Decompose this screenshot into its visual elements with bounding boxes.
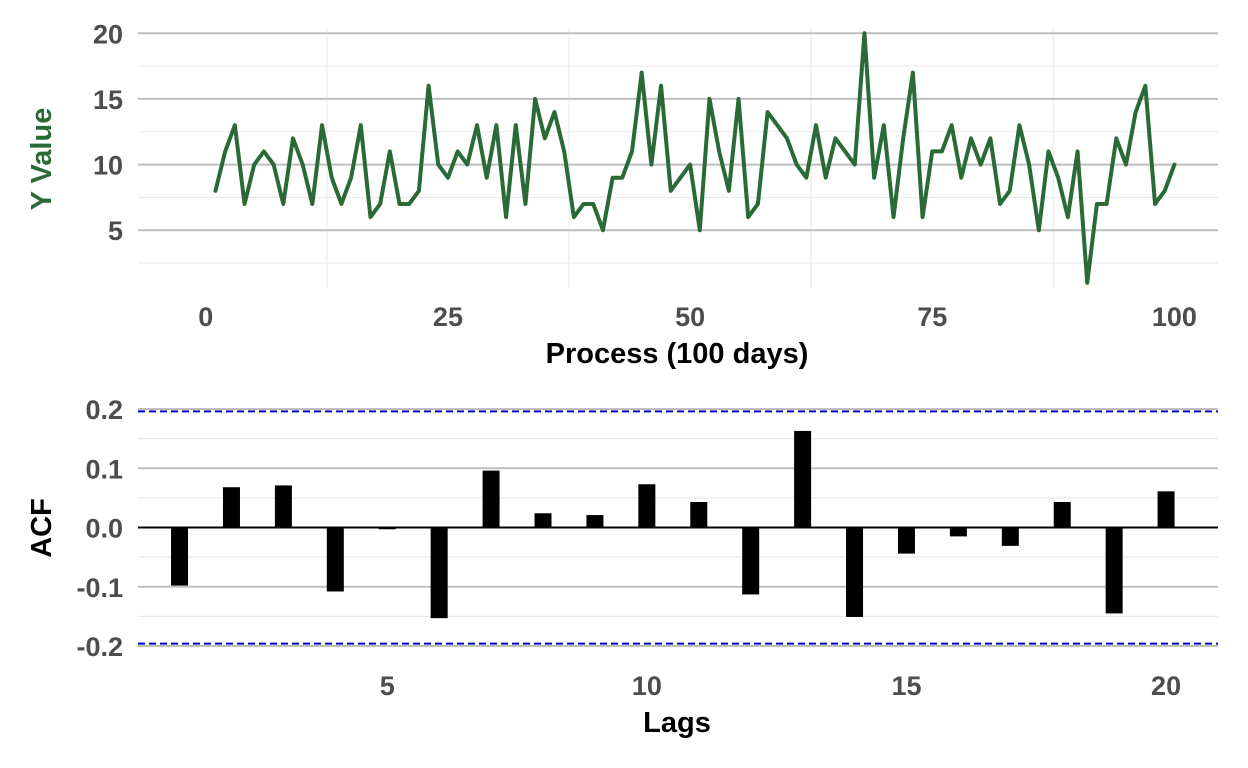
acf-grid (138, 408, 1218, 647)
x-tick-label: 5 (380, 671, 395, 701)
acf-bar (534, 513, 552, 528)
x-tick-label: 75 (917, 302, 947, 332)
time-series-y-axis-title: Y Value (26, 108, 58, 211)
acf-bar (1053, 502, 1071, 528)
x-tick-label: 10 (632, 671, 662, 701)
time-series-line (213, 31, 1177, 285)
y-tick-label: 0.1 (85, 454, 123, 484)
acf-bar (897, 527, 915, 554)
acf-y-axis-title: ACF (26, 498, 58, 558)
x-tick-label: 25 (433, 302, 463, 332)
time-series-y-ticks: 5 10 15 20 (93, 19, 123, 246)
acf-bar (794, 430, 812, 528)
time-series-x-axis-title: Process (100 days) (546, 338, 809, 370)
y-tick-label: 0.2 (85, 395, 123, 425)
y-tick-label: 20 (93, 19, 123, 49)
acf-bar (1157, 491, 1175, 528)
acf-bar (638, 484, 656, 528)
acf-bar (949, 527, 967, 537)
acf-bar (586, 515, 604, 528)
time-series-panel: 5 10 15 20 0 25 50 75 100 Process (100 days) Y … (26, 19, 1218, 370)
time-series-x-ticks: 0 25 50 75 100 (198, 302, 1197, 332)
y-tick-label: 5 (108, 216, 123, 246)
x-tick-label: 20 (1151, 671, 1181, 701)
acf-bar (222, 487, 240, 528)
acf-bar (430, 527, 448, 619)
acf-bars (171, 430, 1175, 619)
acf-bar (482, 470, 500, 528)
acf-x-axis-title: Lags (643, 707, 711, 739)
acf-bar (1001, 527, 1019, 546)
acf-bar (171, 527, 189, 586)
acf-panel: 0.2 0.1 0.0 -0.1 -0.2 5 10 15 20 Lags ACF (26, 395, 1218, 739)
x-tick-label: 0 (198, 302, 213, 332)
acf-bar (846, 527, 864, 617)
y-tick-label: 10 (93, 151, 123, 181)
x-tick-label: 15 (891, 671, 921, 701)
y-tick-label: 15 (93, 85, 123, 115)
acf-bar (378, 527, 396, 530)
acf-x-ticks: 5 10 15 20 (380, 671, 1181, 701)
acf-bar (326, 527, 344, 592)
y-tick-label: 0.0 (85, 514, 123, 544)
acf-bar (1105, 527, 1123, 614)
y-tick-label: -0.2 (76, 632, 123, 662)
x-tick-label: 100 (1152, 302, 1197, 332)
acf-y-ticks: 0.2 0.1 0.0 -0.1 -0.2 (76, 395, 123, 662)
acf-bar (690, 502, 708, 528)
x-tick-label: 50 (675, 302, 705, 332)
acf-bar (274, 485, 292, 528)
acf-bar (742, 527, 760, 595)
y-tick-label: -0.1 (76, 573, 123, 603)
